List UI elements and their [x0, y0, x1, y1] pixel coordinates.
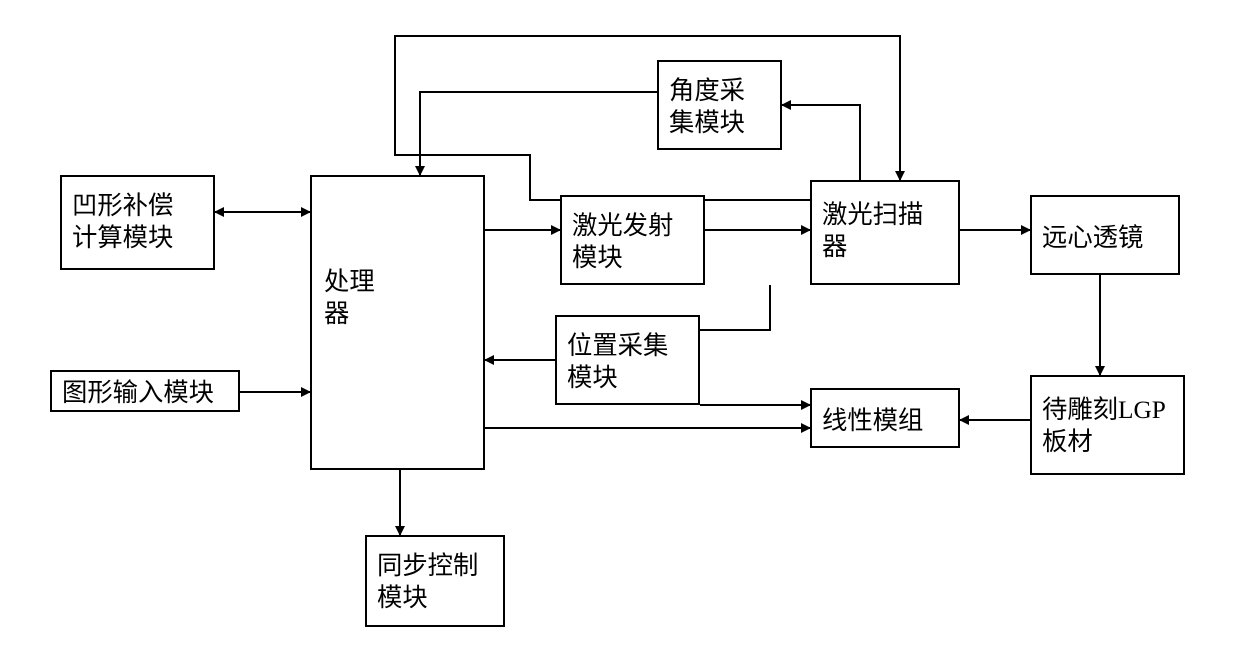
diagram-node-input: 图形输入模块 — [50, 370, 240, 412]
diagram-node-angle: 角度采 集模块 — [657, 60, 782, 150]
diagram-node-label: 图形输入模块 — [62, 378, 214, 410]
diagram-node-concave: 凹形补偿 计算模块 — [60, 175, 215, 270]
diagram-node-laser_emit: 激光发射 模块 — [560, 195, 705, 285]
diagram-node-label: 激光扫描 器 — [822, 200, 923, 263]
diagram-edge — [420, 92, 657, 175]
diagram-node-label: 凹形补偿 计算模块 — [72, 191, 173, 254]
diagram-node-lgp: 待雕刻LGP 板材 — [1030, 375, 1185, 475]
diagram-node-label: 角度采 集模块 — [669, 76, 745, 139]
diagram-node-scanner: 激光扫描 器 — [810, 180, 960, 285]
diagram-node-linear: 线性模组 — [810, 388, 960, 448]
diagram-node-processor: 处理 器 — [310, 175, 485, 470]
flowchart-diagram: 凹形补偿 计算模块图形输入模块 处理 器同步控制 模块 激光发射 模块 角度采 集模块… — [0, 0, 1240, 655]
diagram-node-lens: 远心透镜 — [1030, 195, 1180, 275]
diagram-edge — [810, 105, 860, 180]
diagram-node-label: 待雕刻LGP 板材 — [1042, 395, 1166, 458]
diagram-node-pos: 位置采集 模块 — [555, 315, 700, 405]
diagram-node-sync: 同步控制 模块 — [365, 535, 505, 627]
diagram-node-label: 远心透镜 — [1042, 223, 1143, 255]
diagram-edge — [700, 285, 770, 330]
diagram-node-label: 处理 器 — [324, 267, 375, 330]
diagram-node-label: 位置采集 模块 — [567, 331, 668, 394]
diagram-node-label: 线性模组 — [822, 406, 923, 438]
diagram-node-label: 同步控制 模块 — [377, 551, 478, 614]
diagram-node-label: 激光发射 模块 — [572, 211, 673, 274]
